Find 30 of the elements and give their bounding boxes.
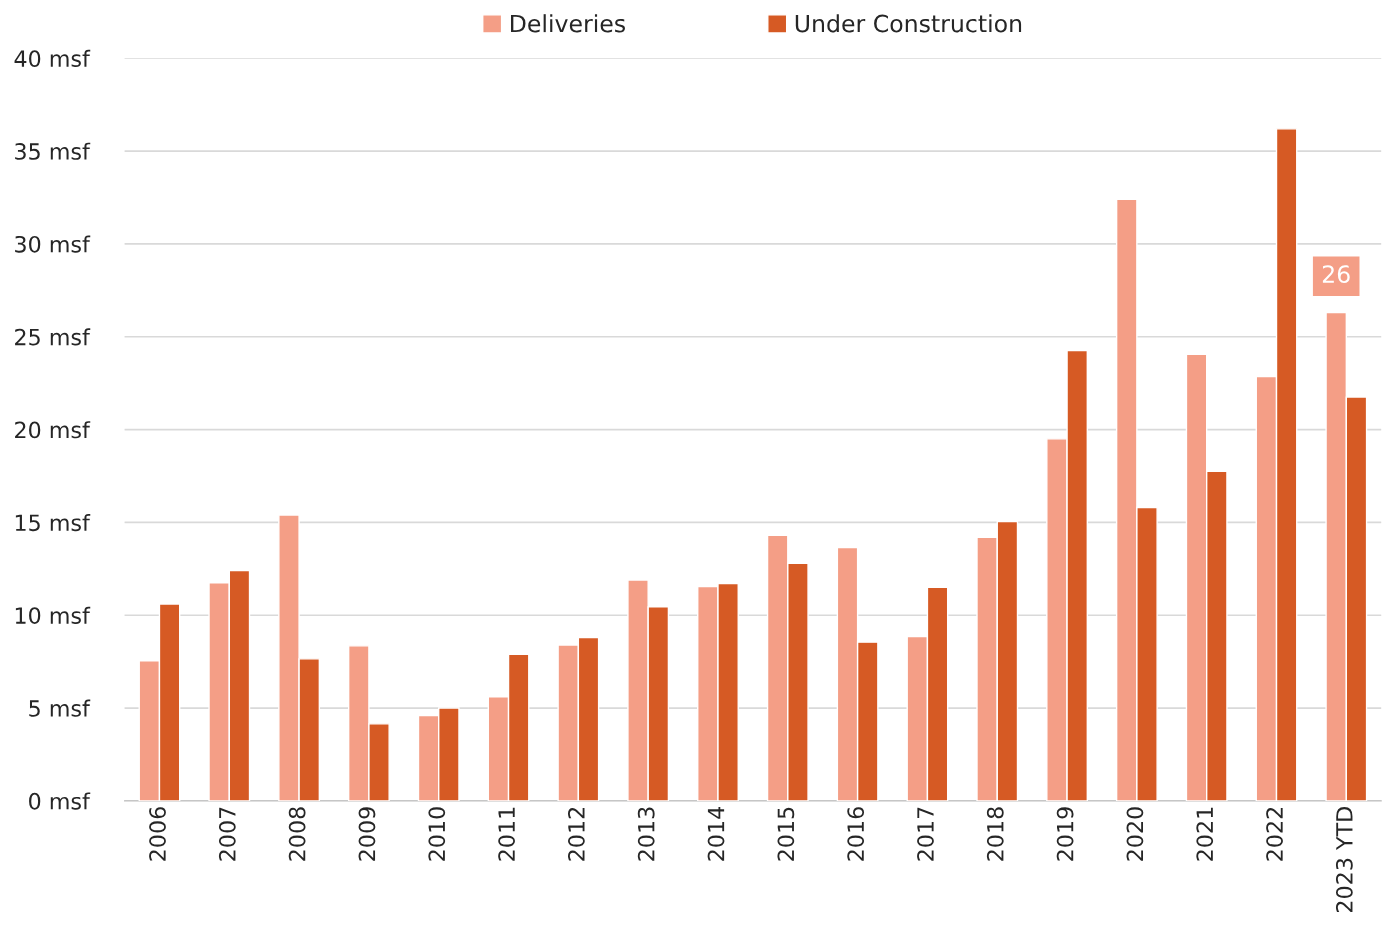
x-tick-label: 2019: [1056, 807, 1074, 861]
x-tick-label: 2020: [1126, 807, 1144, 861]
legend-label: Deliveries: [511, 14, 625, 33]
y-tick-label: 30 msf: [15, 235, 91, 253]
y-tick-label: 40 msf: [14, 49, 91, 68]
x-tick-label: 2018: [986, 807, 1004, 861]
x-tick-label: 2012: [568, 807, 585, 861]
x-tick-label: 2011: [498, 807, 515, 861]
x-tick-label: 2008: [288, 807, 306, 861]
data-label: 26: [1322, 265, 1350, 284]
x-tick-label: 2016: [847, 807, 865, 861]
x-tick-label: 2014: [707, 806, 725, 861]
x-tick-label: 2006: [149, 807, 166, 861]
y-tick-label: 15 msf: [15, 513, 91, 532]
x-tick-label: 2023 YTD: [1335, 807, 1353, 912]
y-tick-label: 5 msf: [29, 699, 91, 717]
y-tick-label: 10 msf: [15, 606, 91, 624]
y-tick-label: 25 msf: [15, 328, 91, 346]
x-tick-label: 2015: [777, 807, 795, 861]
x-tick-label: 2022: [1266, 807, 1283, 861]
x-tick-label: 2013: [637, 807, 655, 861]
legend-label: Under Construction: [795, 14, 1022, 33]
x-tick-label: 2021: [1196, 807, 1214, 861]
x-tick-label: 2009: [358, 807, 376, 861]
y-tick-label: 35 msf: [15, 142, 91, 160]
y-tick-label: 20 msf: [15, 421, 91, 439]
x-tick-label: 2010: [428, 807, 446, 861]
x-tick-label: 2007: [218, 807, 236, 861]
x-tick-label: 2017: [917, 807, 934, 861]
y-tick-label: 0 msf: [29, 792, 91, 810]
